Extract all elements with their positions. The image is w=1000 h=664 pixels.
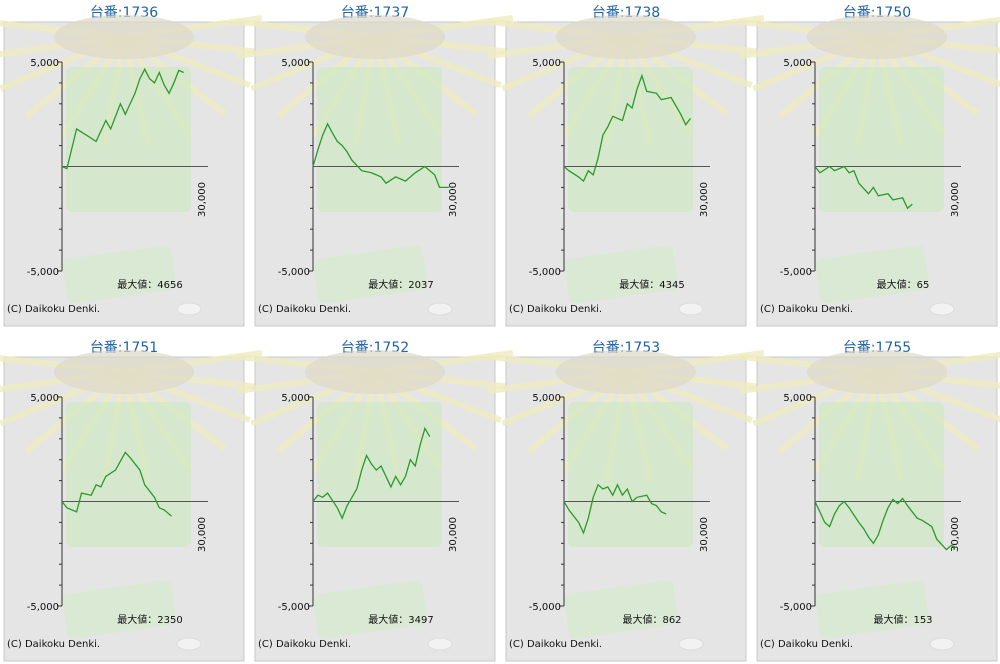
bg-coin [176, 637, 202, 651]
copyright: (C) Daikoku Denki. [258, 639, 351, 650]
annotation: 最大値：2350 [117, 613, 182, 626]
y-tick-label: 5,000 [281, 393, 310, 404]
x-tick-label: 30,000 [448, 517, 459, 552]
annotation: 最大値：4656 [117, 278, 182, 291]
bg-tray [815, 245, 929, 304]
y-tick-label: -5,000 [780, 602, 812, 613]
bg-coin [176, 302, 202, 316]
bg-crown [305, 15, 445, 59]
bg-box [317, 402, 442, 547]
copyright: (C) Daikoku Denki. [509, 639, 602, 650]
bg-box [568, 402, 693, 547]
y-tick-label: -5,000 [529, 602, 561, 613]
annotation: 最大値：4345 [619, 278, 684, 291]
bg-box [819, 67, 944, 212]
x-tick-label: 30,000 [699, 517, 710, 552]
bg-coin [678, 637, 704, 651]
bg-coin [929, 302, 955, 316]
bg-box [819, 402, 944, 547]
bg-crown [556, 15, 696, 59]
bg-tray [313, 245, 427, 304]
bg-box [568, 67, 693, 212]
annotation: 最大値：2037 [368, 278, 433, 291]
copyright: (C) Daikoku Denki. [760, 639, 853, 650]
y-tick-label: -5,000 [278, 267, 310, 278]
bg-coin [678, 302, 704, 316]
x-tick-label: 30,000 [197, 182, 208, 217]
annotation: 最大値：65 [877, 278, 930, 291]
bg-coin [929, 637, 955, 651]
y-tick-label: 5,000 [30, 393, 59, 404]
data-line [563, 483, 667, 535]
x-tick-label: 30,000 [950, 182, 961, 217]
copyright: (C) Daikoku Denki. [7, 304, 100, 315]
y-tick-label: -5,000 [278, 602, 310, 613]
bg-crown [556, 350, 696, 394]
bg-crown [305, 350, 445, 394]
bg-crown [807, 15, 947, 59]
x-tick-label: 30,000 [950, 517, 961, 552]
data-line [814, 165, 913, 210]
y-tick-label: 5,000 [281, 58, 310, 69]
bg-tray [815, 580, 929, 639]
bg-crown [54, 350, 194, 394]
bg-tray [62, 245, 176, 304]
bg-crown [54, 15, 194, 59]
y-tick-label: -5,000 [27, 602, 59, 613]
y-tick-label: 5,000 [783, 393, 812, 404]
y-tick-label: -5,000 [529, 267, 561, 278]
bg-box [317, 67, 442, 212]
x-tick-label: 30,000 [448, 182, 459, 217]
y-tick-label: -5,000 [27, 267, 59, 278]
y-tick-label: 5,000 [783, 58, 812, 69]
bg-tray [564, 245, 678, 304]
data-line [312, 426, 431, 520]
bg-tray [62, 580, 176, 639]
data-line [563, 73, 692, 183]
annotation: 最大値：153 [873, 613, 932, 626]
copyright: (C) Daikoku Denki. [760, 304, 853, 315]
data-line [312, 122, 450, 189]
bg-tray [564, 580, 678, 639]
copyright: (C) Daikoku Denki. [7, 639, 100, 650]
bg-coin [427, 637, 453, 651]
y-tick-label: -5,000 [780, 267, 812, 278]
y-tick-label: 5,000 [532, 393, 561, 404]
bg-tray [313, 580, 427, 639]
x-tick-label: 30,000 [197, 517, 208, 552]
y-tick-label: 5,000 [30, 58, 59, 69]
bg-coin [427, 302, 453, 316]
x-tick-label: 30,000 [699, 182, 710, 217]
y-tick-label: 5,000 [532, 58, 561, 69]
bg-box [66, 402, 191, 547]
data-line [61, 67, 184, 170]
data-line [61, 451, 172, 517]
copyright: (C) Daikoku Denki. [509, 304, 602, 315]
bg-box [66, 67, 191, 212]
annotation: 最大値：862 [622, 613, 681, 626]
bg-crown [807, 350, 947, 394]
data-line [814, 497, 957, 551]
copyright: (C) Daikoku Denki. [258, 304, 351, 315]
annotation: 最大値：3497 [368, 613, 433, 626]
